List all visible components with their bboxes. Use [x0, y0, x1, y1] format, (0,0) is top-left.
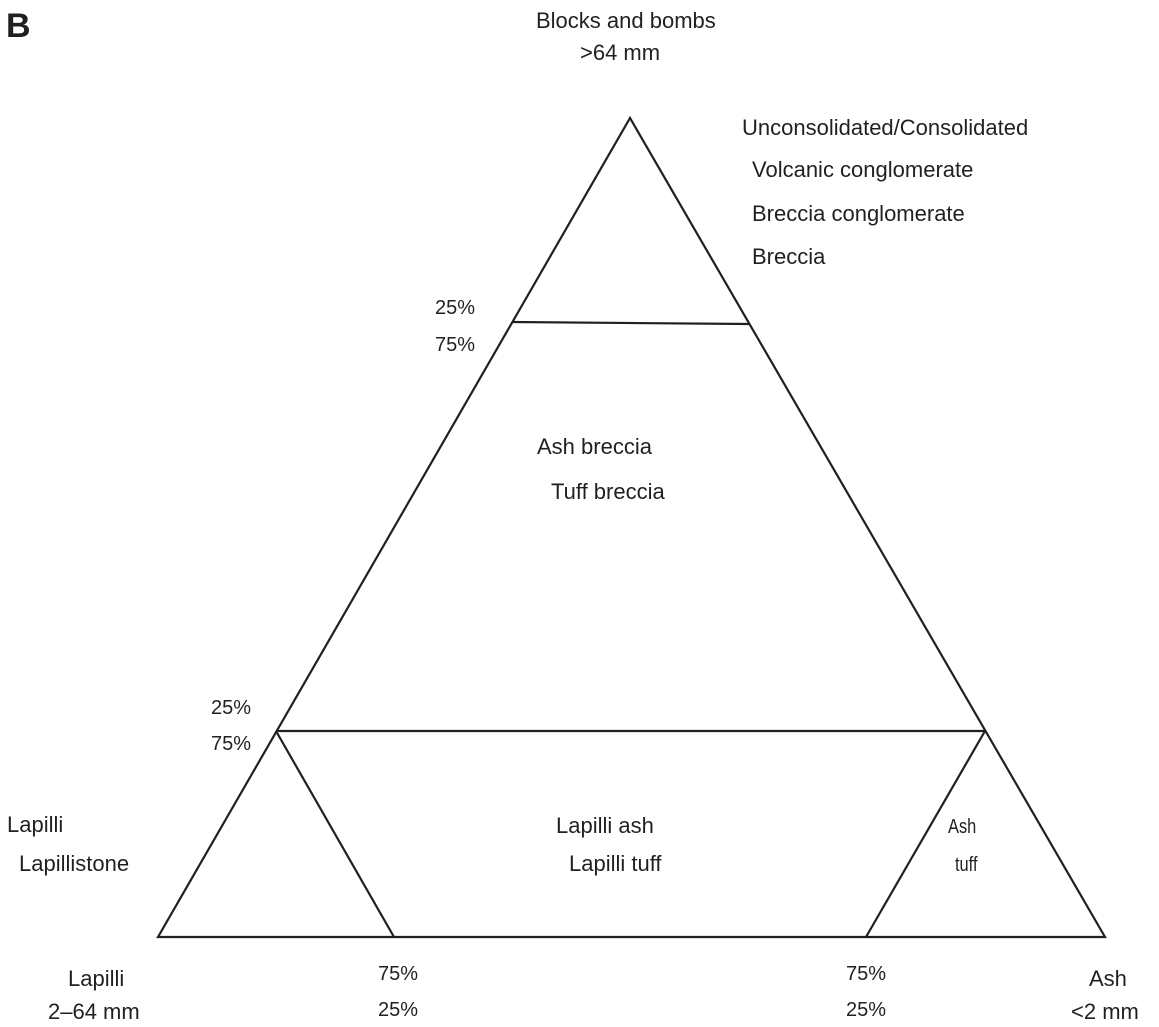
top-region-item: Volcanic conglomerate	[752, 157, 974, 182]
bottom-center-region-label: Lapilli ash	[556, 813, 654, 838]
bottom-right-region-label: Ash	[948, 816, 977, 838]
middle-region-label: Tuff breccia	[551, 479, 665, 504]
top-vertex-label: Blocks and bombs	[536, 8, 716, 33]
percent-label: 25%	[435, 297, 476, 319]
bottom-left-region-label: Lapilli	[7, 812, 64, 837]
top-region-item: Breccia conglomerate	[752, 201, 965, 226]
left-vertex-label: Lapilli	[68, 966, 125, 991]
percent-label: 75%	[211, 733, 252, 755]
top-region-item: Breccia	[752, 244, 826, 269]
percent-label: 25%	[378, 999, 419, 1021]
boundary-line-lapilli	[275, 730, 395, 938]
left-vertex-size: 2–64 mm	[48, 999, 140, 1024]
boundary-line-75-blocks	[511, 320, 750, 326]
panel-label: B	[6, 7, 31, 45]
top-vertex-size: >64 mm	[580, 40, 661, 65]
outer-triangle	[156, 115, 1107, 939]
top-region-header: Unconsolidated/Consolidated	[742, 115, 1029, 140]
right-vertex-size: <2 mm	[1071, 999, 1139, 1024]
percent-label: 75%	[378, 963, 419, 985]
boundary-line-ash	[865, 730, 986, 938]
bottom-right-region-label: tuff	[955, 854, 978, 876]
percent-label: 75%	[846, 963, 887, 985]
percent-label: 25%	[846, 999, 887, 1021]
middle-region-label: Ash breccia	[537, 434, 652, 459]
percent-label: 75%	[435, 334, 476, 356]
percent-label: 25%	[211, 697, 252, 719]
right-vertex-label: Ash	[1089, 966, 1127, 991]
bottom-center-region-label: Lapilli tuff	[569, 851, 662, 876]
bottom-left-region-label: Lapillistone	[19, 851, 130, 876]
